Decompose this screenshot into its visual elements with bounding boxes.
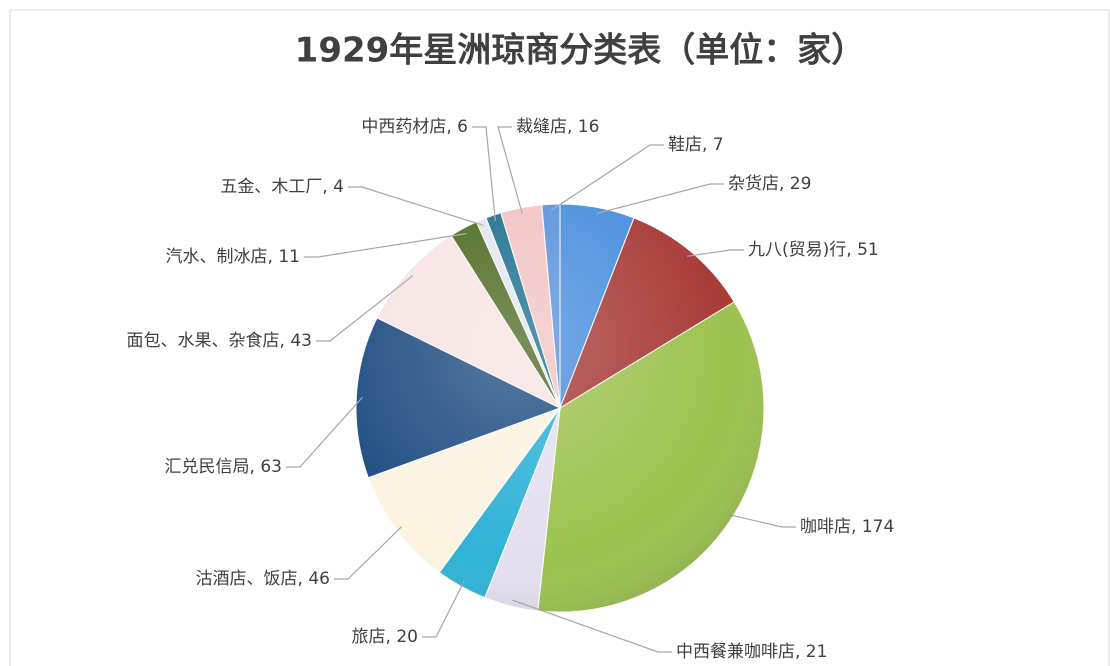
leader-line [286, 396, 363, 468]
data-label: 沽酒店、饭店, 46 [196, 569, 330, 589]
data-label: 汽水、制冰店, 11 [166, 247, 300, 267]
data-label: 中西药材店, 6 [361, 117, 468, 137]
data-label: 鞋店, 7 [668, 135, 724, 155]
leader-line [512, 599, 672, 653]
leader-line [497, 126, 523, 214]
data-label: 九八(贸易)行, 51 [748, 240, 879, 260]
data-label: 中西餐兼咖啡店, 21 [676, 642, 827, 662]
leader-line [596, 183, 724, 215]
data-label: 旅店, 20 [352, 627, 418, 647]
data-label: 面包、水果、杂食店, 43 [127, 331, 312, 351]
leader-line [472, 126, 496, 222]
leader-line [550, 144, 664, 211]
data-label: 裁缝店, 16 [516, 117, 599, 137]
data-label: 汇兑民信局, 63 [165, 457, 282, 477]
data-label: 五金、木工厂, 4 [220, 177, 344, 197]
data-label: 杂货店, 29 [728, 174, 811, 194]
data-label: 咖啡店, 174 [800, 517, 894, 537]
chart-title: 1929年星洲琼商分类表（单位：家） [295, 31, 866, 71]
